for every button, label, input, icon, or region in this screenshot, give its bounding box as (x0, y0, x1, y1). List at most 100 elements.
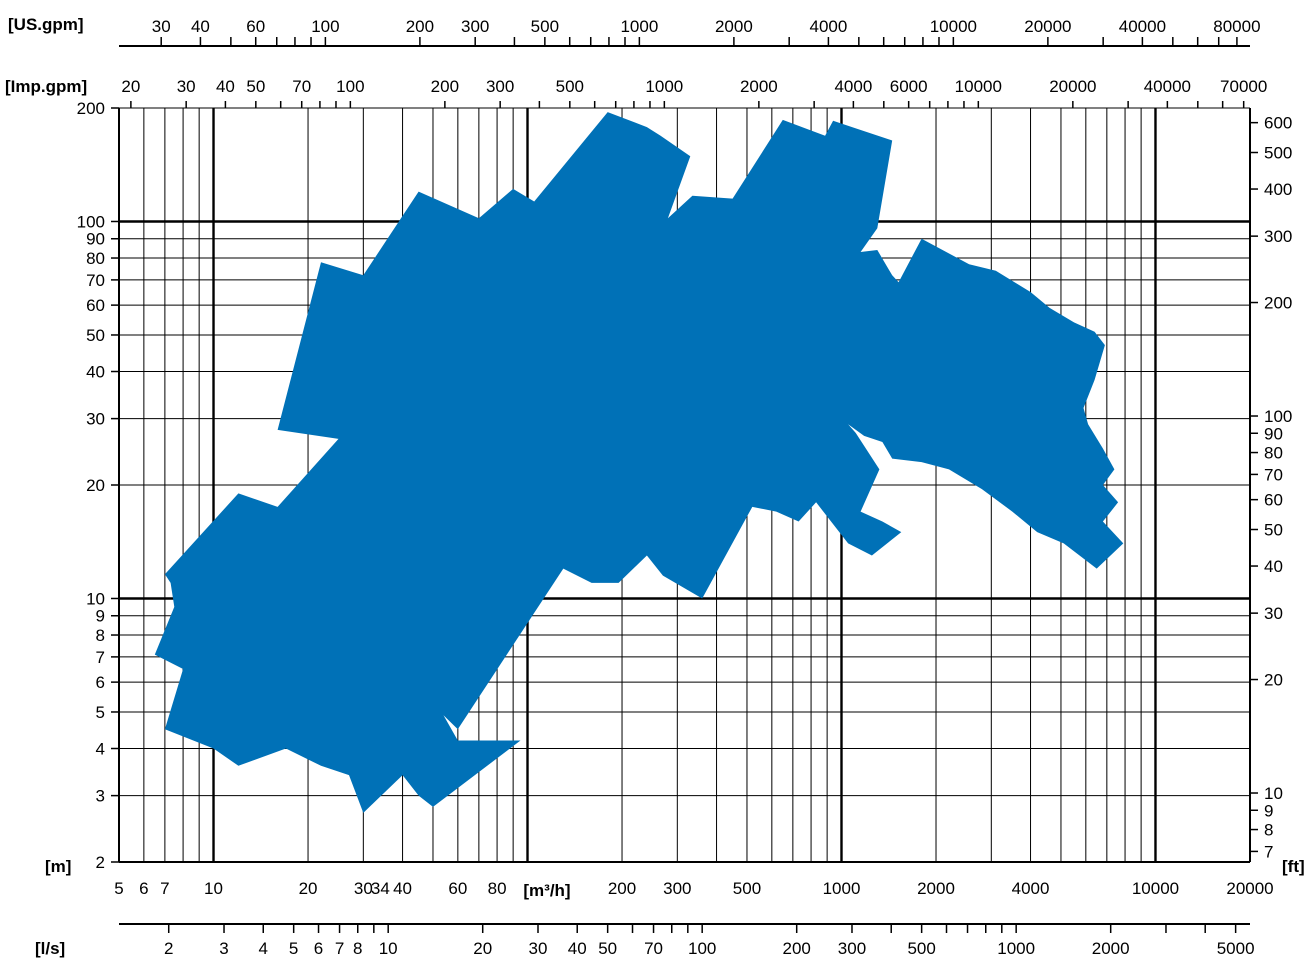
imp-gpm-tick-label: 40000 (1144, 77, 1191, 96)
imp-gpm-tick-label: 2000 (740, 77, 778, 96)
ls-tick-label: 4 (259, 939, 268, 958)
x-axis-tick-label: 500 (733, 879, 761, 898)
imp-gpm-tick-label: 300 (486, 77, 514, 96)
x-axis-tick-label: 20000 (1226, 879, 1273, 898)
us-gpm-tick-label: 2000 (715, 17, 753, 36)
us-gpm-tick-label: 4000 (809, 17, 847, 36)
x-axis-tick-label: 7 (160, 879, 169, 898)
right-axis-tick-label: 500 (1264, 144, 1292, 163)
x-axis-tick-label: 10 (204, 879, 223, 898)
right-axis-tick-label: 200 (1264, 294, 1292, 313)
label-layer: 2345678910203040506070809010020078910203… (5, 15, 1305, 958)
us-gpm-tick-label: 40000 (1119, 17, 1166, 36)
left-axis-tick-label: 9 (96, 607, 105, 626)
us-gpm-tick-label: 80000 (1213, 17, 1260, 36)
x-axis-tick-label: 80 (488, 879, 507, 898)
us-gpm-unit-label: [US.gpm] (8, 15, 84, 34)
us-gpm-tick-label: 40 (191, 17, 210, 36)
right-axis-tick-label: 40 (1264, 557, 1283, 576)
left-axis-tick-label: 200 (77, 99, 105, 118)
ls-tick-label: 1000 (997, 939, 1035, 958)
pump-coverage-area (154, 112, 1124, 813)
right-axis-tick-label: 600 (1264, 114, 1292, 133)
imp-gpm-tick-label: 500 (556, 77, 584, 96)
left-axis-tick-label: 4 (96, 740, 105, 759)
left-axis-tick-label: 3 (96, 787, 105, 806)
ls-tick-label: 50 (598, 939, 617, 958)
imp-gpm-tick-label: 70 (292, 77, 311, 96)
x-axis-tick-label: 300 (663, 879, 691, 898)
left-axis-tick-label: 5 (96, 703, 105, 722)
right-axis-tick-label: 70 (1264, 465, 1283, 484)
m-unit-label: [m] (45, 857, 71, 876)
ls-tick-label: 10 (379, 939, 398, 958)
ls-tick-label: 70 (644, 939, 663, 958)
imp-gpm-tick-label: 30 (177, 77, 196, 96)
imp-gpm-tick-label: 10000 (955, 77, 1002, 96)
right-axis-tick-label: 20 (1264, 671, 1283, 690)
imp-gpm-tick-label: 100 (336, 77, 364, 96)
left-axis-tick-label: 100 (77, 212, 105, 231)
left-axis-tick-label: 30 (86, 410, 105, 429)
ls-tick-label: 300 (838, 939, 866, 958)
x-axis-tick-label: 6 (139, 879, 148, 898)
x-axis-tick-label: 2000 (917, 879, 955, 898)
ls-tick-label: 8 (353, 939, 362, 958)
left-axis-tick-label: 20 (86, 476, 105, 495)
left-axis-tick-label: 60 (86, 296, 105, 315)
us-gpm-tick-label: 300 (461, 17, 489, 36)
x-axis-tick-label: 20 (299, 879, 318, 898)
ls-tick-label: 6 (314, 939, 323, 958)
right-axis-tick-label: 30 (1264, 604, 1283, 623)
ls-tick-label: 3 (219, 939, 228, 958)
imp-gpm-tick-label: 40 (216, 77, 235, 96)
imp-gpm-tick-label: 6000 (890, 77, 928, 96)
imp-gpm-tick-label: 4000 (834, 77, 872, 96)
imp-gpm-tick-label: 20000 (1049, 77, 1096, 96)
coverage-layer (154, 112, 1124, 813)
left-axis-tick-label: 2 (96, 853, 105, 872)
x-axis-tick-label: 1000 (823, 879, 861, 898)
left-axis-tick-label: 8 (96, 626, 105, 645)
left-axis-tick-label: 70 (86, 271, 105, 290)
imp-gpm-tick-label: 200 (431, 77, 459, 96)
ft-unit-label: [ft] (1282, 857, 1305, 876)
left-axis-tick-label: 40 (86, 363, 105, 382)
left-axis-tick-label: 10 (86, 589, 105, 608)
right-axis-tick-label: 400 (1264, 180, 1292, 199)
ls-tick-label: 40 (568, 939, 587, 958)
us-gpm-tick-label: 500 (531, 17, 559, 36)
x-axis-tick-label: 30 (354, 879, 373, 898)
imp-gpm-tick-label: 1000 (645, 77, 683, 96)
imp-gpm-tick-label: 50 (246, 77, 265, 96)
x-axis-tick-label: 40 (393, 879, 412, 898)
ls-tick-label: 7 (335, 939, 344, 958)
x-axis-tick-label: 60 (448, 879, 467, 898)
axis-layer (111, 37, 1258, 933)
us-gpm-tick-label: 10000 (930, 17, 977, 36)
ls-tick-label: 20 (473, 939, 492, 958)
right-axis-tick-label: 90 (1264, 424, 1283, 443)
ls-tick-label: 100 (688, 939, 716, 958)
left-axis-tick-label: 6 (96, 673, 105, 692)
ls-tick-label: 30 (529, 939, 548, 958)
x-axis-tick-label: 10000 (1132, 879, 1179, 898)
right-axis-tick-label: 50 (1264, 521, 1283, 540)
right-axis-tick-label: 300 (1264, 227, 1292, 246)
x-axis-tick-label: 34 (371, 879, 390, 898)
us-gpm-tick-label: 100 (311, 17, 339, 36)
us-gpm-tick-label: 20000 (1024, 17, 1071, 36)
ls-unit-label: [l/s] (35, 939, 65, 958)
x-axis-tick-label: 4000 (1012, 879, 1050, 898)
right-axis-tick-label: 7 (1264, 842, 1273, 861)
left-axis-tick-label: 80 (86, 249, 105, 268)
imp-gpm-tick-label: 20 (121, 77, 140, 96)
right-axis-tick-label: 100 (1264, 407, 1292, 426)
ls-tick-label: 5000 (1217, 939, 1255, 958)
m3h-unit-label: [m³/h] (523, 881, 570, 900)
right-axis-tick-label: 80 (1264, 444, 1283, 463)
ls-tick-label: 5 (289, 939, 298, 958)
x-axis-tick-label: 5 (114, 879, 123, 898)
left-axis-tick-label: 90 (86, 230, 105, 249)
